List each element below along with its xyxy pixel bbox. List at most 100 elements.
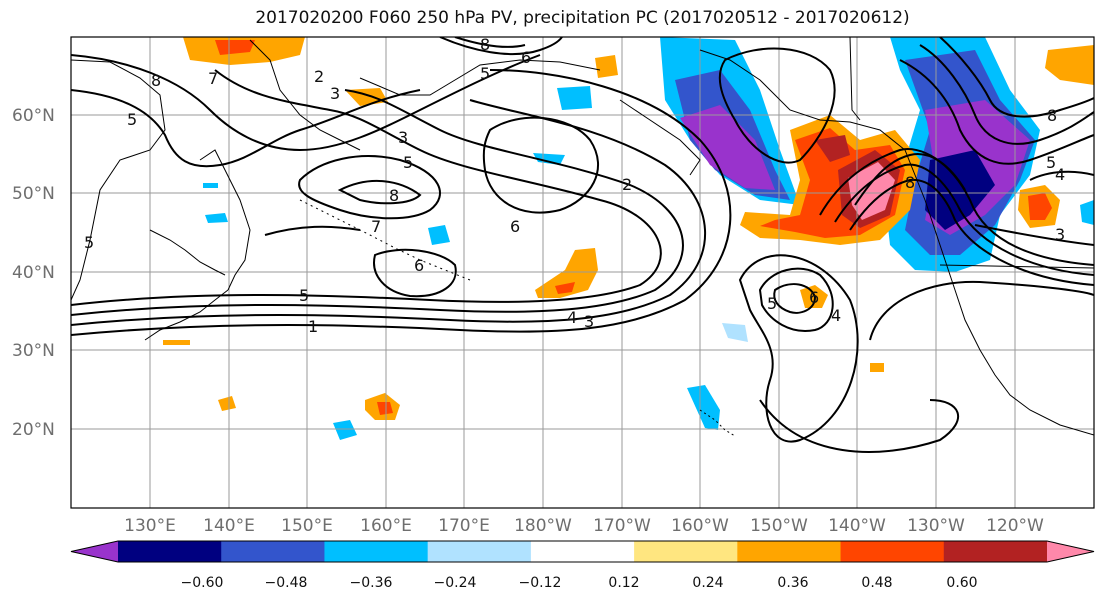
lon-label: 120°W: [986, 516, 1044, 536]
lat-label: 30°N: [12, 341, 55, 361]
lon-label: 180°W: [514, 516, 572, 536]
pv-contour-northeast-2: [919, 44, 1094, 145]
contour-label: 3: [584, 312, 594, 331]
korea: [149, 229, 226, 276]
lon-label: 140°W: [828, 516, 886, 536]
colorbar-tick-label: 0.48: [861, 575, 892, 591]
lon-label: 160°E: [360, 516, 412, 536]
coastlines: [71, 37, 1094, 437]
longitude-labels: 130°E 140°E 150°E 160°E 170°E 180°W 170°…: [124, 516, 1044, 536]
contour-label: 3: [330, 84, 340, 103]
colorbar-extend-low: [71, 541, 118, 562]
contour-label: 1: [308, 317, 318, 336]
colorbar-tick-label: −0.12: [519, 575, 562, 591]
lat-label: 50°N: [12, 184, 55, 204]
pv-contour-ridge-south: [869, 280, 1094, 341]
colorbar-tick-label: 0.12: [608, 575, 639, 591]
shade-blob-11: [870, 363, 884, 372]
contour-label: 5: [403, 153, 413, 172]
shade-blob-10: [163, 340, 190, 345]
kuril-aleutian-islands: [299, 199, 471, 281]
sakhalin-hokkaido: [199, 149, 251, 291]
contour-label: 7: [371, 217, 381, 236]
colorbar-tick-label: −0.36: [350, 575, 393, 591]
colorbar-tick-label: 0.24: [692, 575, 723, 591]
pv-contour-top-2: [454, 37, 526, 48]
colorbar-tick-label: −0.48: [265, 575, 308, 591]
colorbar-ticks: −0.60 −0.48 −0.36 −0.24 −0.12 0.12 0.24 …: [181, 575, 978, 591]
colorbar-tick-label: 0.36: [777, 575, 808, 591]
colorbar-segment: [840, 541, 945, 562]
aleutian-arc: [619, 99, 701, 176]
shade-blob-neg-4: [687, 385, 720, 430]
pv-contour-3: [71, 89, 684, 316]
lon-label: 150°W: [750, 516, 808, 536]
west-coast-us: [944, 259, 1094, 436]
contour-label: 8: [151, 71, 161, 90]
contour-label: 6: [414, 256, 424, 275]
us-canada-border: [939, 264, 1094, 269]
shade-blob-4-core: [555, 282, 575, 294]
contour-label: 6: [521, 48, 531, 67]
shade-blob-neg-2: [533, 153, 565, 165]
colorbar-tick-label: 0.60: [946, 575, 977, 591]
pv-contours: [71, 37, 1094, 453]
lon-label: 170°E: [438, 516, 490, 536]
kamchatka: [249, 39, 361, 151]
contour-label: 2: [622, 175, 632, 194]
shade-blob-4: [535, 248, 598, 298]
shade-blob-7: [218, 396, 236, 411]
contour-label: 5: [1046, 153, 1056, 172]
map-title: 2017020200 F060 250 hPa PV, precipitatio…: [255, 8, 910, 28]
pv-contour-trough: [738, 254, 859, 443]
colorbar-segment: [427, 541, 532, 562]
contour-label: 5: [84, 233, 94, 252]
pv-contour-northeast-1: [899, 59, 1094, 165]
contour-label: 4: [1055, 165, 1065, 184]
contour-label: 8: [905, 173, 915, 192]
pv-contour-5: [71, 69, 732, 336]
pv-contour-ridge-4: [854, 153, 966, 206]
contour-label: 5: [127, 110, 137, 129]
lon-label: 170°W: [593, 516, 651, 536]
pv-contour-cutoff: [758, 267, 834, 332]
colorbar-outline: [70, 540, 1095, 563]
pv-contour-closed-6: [482, 116, 600, 214]
colorbar-segment: [118, 541, 222, 562]
pv-contour-alaska-low: [718, 47, 836, 164]
shade-blob-neg-3: [428, 225, 450, 245]
shade-negative-core: [680, 105, 775, 190]
contour-labels: 8 7 5 2 3 8 5 6 3 5 8 7 6 6 5 1 4 3 2 5 …: [84, 37, 1065, 336]
hawaii: [699, 409, 736, 437]
bering-coast: [359, 59, 601, 96]
colorbar-tick-label: −0.24: [434, 575, 477, 591]
shade-blob-neg-5: [333, 420, 357, 440]
colorbar-tick-label: −0.60: [181, 575, 224, 591]
lat-label: 40°N: [12, 263, 55, 283]
pv-contour-7: [264, 225, 361, 236]
lon-label: 140°E: [203, 516, 255, 536]
pv-contour-ridge-3: [849, 178, 1094, 286]
pv-contour-trough-south: [759, 399, 960, 453]
latitude-labels: 60°N 50°N 40°N 30°N 20°N: [12, 106, 55, 440]
alaska-gulf-coast: [699, 49, 946, 261]
shade-blob-3-core: [1028, 193, 1052, 220]
contour-label: 4: [567, 308, 577, 327]
colorbar: [70, 540, 1095, 563]
colorbar-segment: [634, 541, 738, 562]
precip-shading: [163, 37, 1094, 440]
shade-blob-1-core: [215, 40, 255, 55]
contour-label: 2: [314, 67, 324, 86]
shade-blob-neg-8: [203, 183, 218, 188]
shade-blob-neg-7: [205, 213, 228, 223]
pv-contour-closed-6b: [373, 248, 457, 298]
shade-positive-core: [848, 162, 895, 220]
lon-label: 130°W: [907, 516, 965, 536]
pv-contour-cutoff-inner: [773, 283, 817, 314]
pv-contour-northeast-3: [939, 37, 1094, 118]
pv-contour-north-1: [71, 54, 541, 152]
shade-negative-coast-deep: [925, 150, 995, 230]
colorbar-segment: [943, 541, 1048, 562]
contour-label: 6: [510, 217, 520, 236]
